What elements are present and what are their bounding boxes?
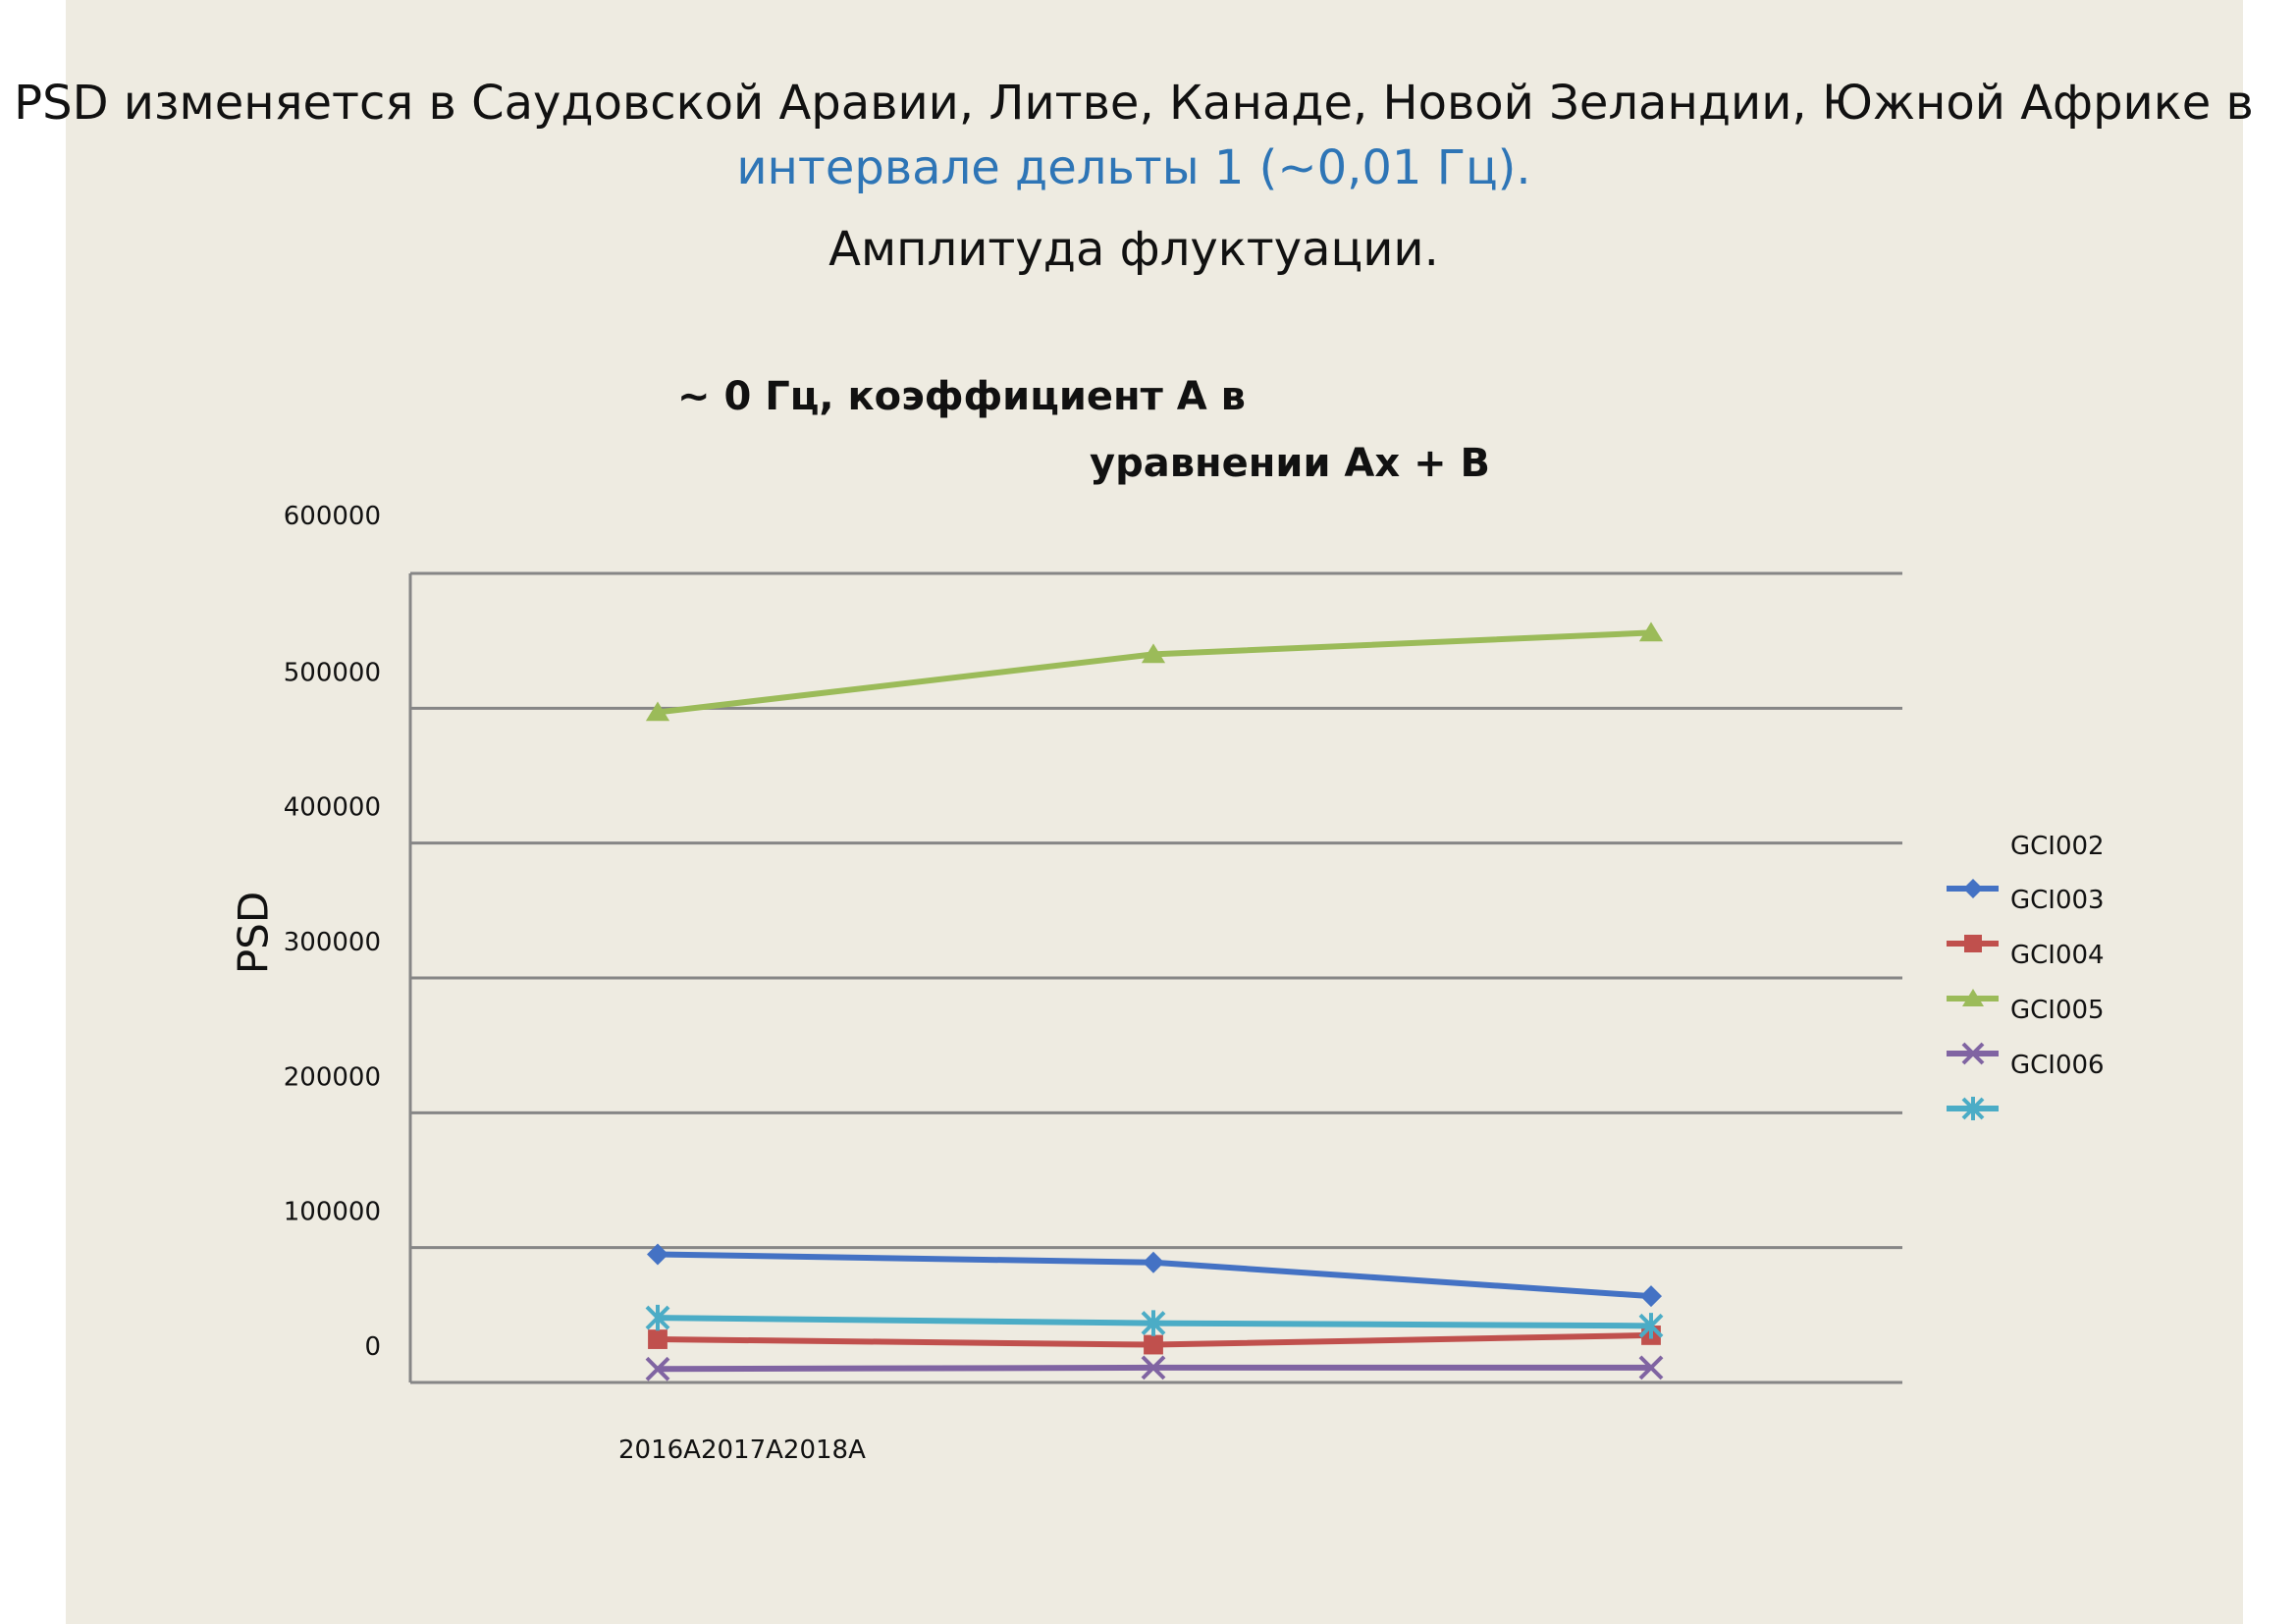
chart-title-line2: уравнении Ax + B [1090,441,1491,486]
data-point [1143,1251,1164,1273]
y-tick-label: 600000 [284,502,381,531]
legend-label: GCI003 [2010,886,2105,915]
heading-text: PSD изменяется в Саудовской Аравии, Литв… [14,76,2254,131]
data-point [1141,643,1166,664]
y-tick-label: 100000 [284,1198,381,1227]
y-tick-label: 400000 [284,793,381,823]
legend-swatch-marker [1963,879,1983,898]
data-point [648,1329,667,1349]
legend-label: GCI004 [2010,941,2105,970]
y-tick-label: 200000 [284,1062,381,1092]
legend-header: GCI002 [2010,832,2105,861]
data-point [647,1243,668,1266]
data-point [1144,1334,1163,1355]
data-point [1638,1355,1664,1380]
data-point [1141,1310,1166,1336]
data-point [1640,1285,1662,1308]
legend-swatch-marker [1961,1097,1985,1120]
y-tick-label: 500000 [284,658,381,687]
legend-label: GCI005 [2010,996,2105,1025]
data-point [1638,1313,1664,1339]
data-point [645,1356,670,1381]
y-tick-label: 300000 [284,928,381,957]
data-point [1638,622,1664,642]
data-point [1141,1355,1166,1380]
heading-accent-text: интервале дельты 1 (~0,01 Гц). [736,140,1531,195]
data-point [645,1304,670,1331]
legend-swatch-marker [1962,989,1984,1006]
series-line-3 [657,629,1652,716]
y-tick-label: 0 [364,1332,381,1362]
slide-heading: PSD изменяется в Саудовской Аравии, Литв… [0,71,2268,200]
slide-subheading: Амплитуда флуктуации. [828,222,1439,277]
legend-label: GCI006 [2010,1051,2105,1080]
legend-swatch-marker [1964,935,1982,952]
chart-title-line1: ~ 0 Гц, коэффициент А в [677,374,1246,419]
legend-swatch-marker [1961,1042,1985,1065]
data-point [645,701,670,722]
x-axis-label: 2016A2017A2018A [618,1435,866,1465]
chart-title: ~ 0 Гц, коэффициент А в уравнении Ax + B [677,363,1639,497]
